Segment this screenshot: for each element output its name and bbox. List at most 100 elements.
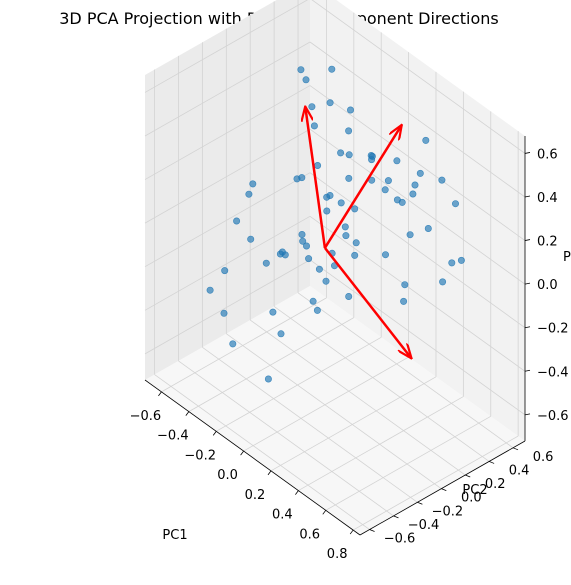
data-point: [381, 251, 389, 259]
data-point: [308, 103, 316, 111]
data-point: [393, 157, 401, 165]
grid-line-x: [298, 396, 464, 491]
data-point: [249, 180, 257, 188]
data-point: [233, 217, 241, 225]
grid-line-z: [144, 41, 311, 137]
data-point: [424, 225, 432, 233]
z-tick-mark: [524, 326, 531, 329]
grid-line-z: [144, 215, 311, 311]
data-point: [411, 181, 419, 189]
data-point: [368, 152, 376, 160]
y-tick-label: −0.4: [408, 518, 440, 533]
x-tick-label: −0.4: [157, 429, 189, 444]
grid-line-y: [226, 333, 442, 490]
x-tick-mark: [212, 431, 217, 436]
data-point: [416, 169, 424, 177]
grid-lines: [144, 0, 526, 531]
data-point: [351, 205, 359, 213]
grid-line-z: [311, 0, 526, 154]
grid-line-y: [154, 374, 370, 530]
y-tick-mark: [465, 474, 471, 478]
data-point: [337, 199, 345, 207]
z-tick-mark: [524, 239, 531, 241]
data-point: [398, 198, 406, 206]
x-tick-label: −0.6: [130, 409, 162, 424]
data-point: [439, 278, 447, 286]
grid-line-z: [309, 215, 526, 372]
x-tick-label: 0.2: [245, 488, 266, 503]
principal-direction-arrows: [305, 106, 411, 358]
x-tick-label: 0.4: [272, 508, 293, 523]
data-point: [451, 200, 459, 208]
data-point: [341, 223, 349, 231]
grid-line-y: [273, 306, 490, 462]
grid-line-y: [178, 360, 394, 517]
z-tick-mark: [524, 369, 531, 372]
data-point: [351, 251, 359, 259]
data-point: [345, 174, 353, 182]
data-point: [305, 255, 313, 263]
z-tick-label: −0.4: [537, 365, 569, 380]
grid-line-z: [144, 128, 311, 224]
grid-line-x: [188, 317, 355, 412]
y-axis-label: PC2: [462, 483, 487, 498]
x-tick-mark: [185, 411, 190, 416]
y-tick-label: 0.4: [509, 463, 530, 478]
grid-line-z: [144, 172, 311, 268]
data-point: [206, 286, 214, 294]
y-axis-line: [359, 440, 526, 536]
data-point: [384, 177, 392, 185]
data-point: [281, 251, 289, 259]
grid-line-x: [352, 435, 519, 531]
y-tick-mark: [417, 501, 423, 505]
data-point: [315, 265, 323, 273]
data-point: [438, 176, 446, 184]
data-point: [269, 308, 277, 316]
grid-line-x: [161, 297, 327, 393]
z-tick-mark: [524, 152, 531, 154]
tick-labels: −0.6−0.4−0.20.00.20.40.60.8−0.6−0.4−0.20…: [130, 147, 569, 562]
data-point: [448, 259, 456, 267]
data-point: [409, 190, 417, 198]
y-tick-mark: [441, 488, 447, 492]
data-point: [297, 66, 305, 74]
data-point: [313, 306, 321, 314]
data-point: [342, 232, 350, 240]
back-pane: [310, 0, 525, 441]
y-tick-label: 0.6: [533, 450, 554, 465]
data-point: [322, 277, 330, 285]
grid-line-x: [243, 356, 409, 452]
data-point: [298, 231, 306, 239]
data-point: [299, 237, 307, 245]
z-tick-mark: [524, 413, 531, 416]
y-tick-label: −0.6: [384, 532, 416, 547]
data-point: [264, 375, 272, 383]
y-tick-mark: [488, 461, 495, 464]
data-point: [422, 136, 430, 144]
y-tick-label: 0.0: [461, 491, 482, 506]
y-tick-mark: [512, 447, 519, 451]
data-point: [352, 239, 360, 247]
data-point: [401, 281, 409, 289]
data-point: [345, 151, 353, 159]
pc1-direction-arrow: [323, 247, 412, 359]
z-tick-label: 0.0: [537, 278, 558, 293]
data-point: [323, 207, 331, 215]
pc2-direction-arrow: [323, 125, 402, 249]
grid-line-z: [309, 41, 526, 198]
grid-line-x: [270, 376, 437, 472]
x-tick-mark: [295, 490, 299, 495]
z-tick-label: −0.6: [537, 409, 569, 424]
grid-line-x: [325, 415, 491, 511]
data-point: [302, 76, 310, 84]
grid-line-y: [202, 346, 418, 503]
grid-line-z: [309, 172, 526, 329]
data-point: [309, 297, 317, 305]
z-tick-label: 0.2: [537, 235, 558, 250]
x-axis-line: [144, 379, 361, 536]
data-point: [345, 292, 353, 300]
grid-line-x: [216, 336, 382, 432]
z-tick-mark: [524, 282, 531, 285]
